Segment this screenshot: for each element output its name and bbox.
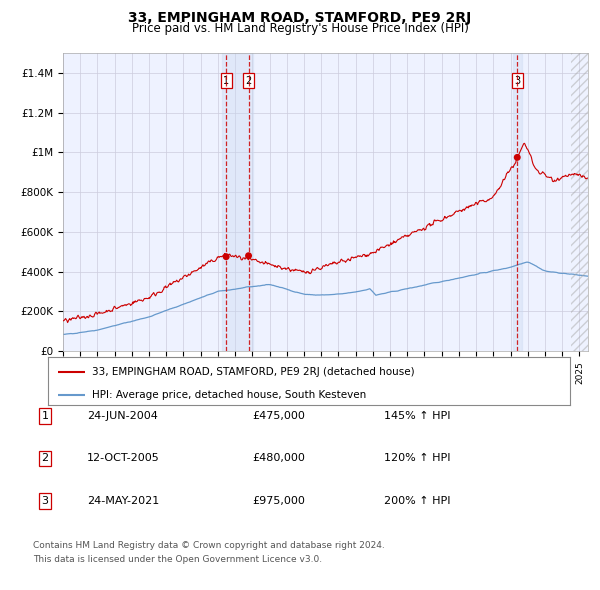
Text: 24-JUN-2004: 24-JUN-2004 — [87, 411, 158, 421]
Text: £480,000: £480,000 — [252, 454, 305, 463]
Text: 120% ↑ HPI: 120% ↑ HPI — [384, 454, 451, 463]
Point — [512, 153, 522, 162]
Text: 1: 1 — [223, 76, 229, 86]
Bar — [222, 53, 253, 351]
Text: HPI: Average price, detached house, South Kesteven: HPI: Average price, detached house, Sout… — [92, 389, 367, 399]
Text: 1: 1 — [41, 411, 49, 421]
Text: 33, EMPINGHAM ROAD, STAMFORD, PE9 2RJ (detached house): 33, EMPINGHAM ROAD, STAMFORD, PE9 2RJ (d… — [92, 368, 415, 378]
Bar — [513, 53, 521, 351]
Text: £975,000: £975,000 — [252, 496, 305, 506]
Text: 3: 3 — [41, 496, 49, 506]
Text: 3: 3 — [514, 76, 520, 86]
Text: Contains HM Land Registry data © Crown copyright and database right 2024.: Contains HM Land Registry data © Crown c… — [33, 540, 385, 549]
Bar — [571, 53, 588, 351]
Text: 145% ↑ HPI: 145% ↑ HPI — [384, 411, 451, 421]
Bar — [571, 53, 588, 351]
Text: Price paid vs. HM Land Registry's House Price Index (HPI): Price paid vs. HM Land Registry's House … — [131, 22, 469, 35]
Text: 2: 2 — [41, 454, 49, 463]
Text: 200% ↑ HPI: 200% ↑ HPI — [384, 496, 451, 506]
Text: 2: 2 — [245, 76, 251, 86]
Point — [244, 251, 253, 260]
Text: 33, EMPINGHAM ROAD, STAMFORD, PE9 2RJ: 33, EMPINGHAM ROAD, STAMFORD, PE9 2RJ — [128, 11, 472, 25]
Point — [221, 252, 231, 261]
Text: 12-OCT-2005: 12-OCT-2005 — [87, 454, 160, 463]
Text: 24-MAY-2021: 24-MAY-2021 — [87, 496, 159, 506]
Text: This data is licensed under the Open Government Licence v3.0.: This data is licensed under the Open Gov… — [33, 555, 322, 563]
Text: £475,000: £475,000 — [252, 411, 305, 421]
